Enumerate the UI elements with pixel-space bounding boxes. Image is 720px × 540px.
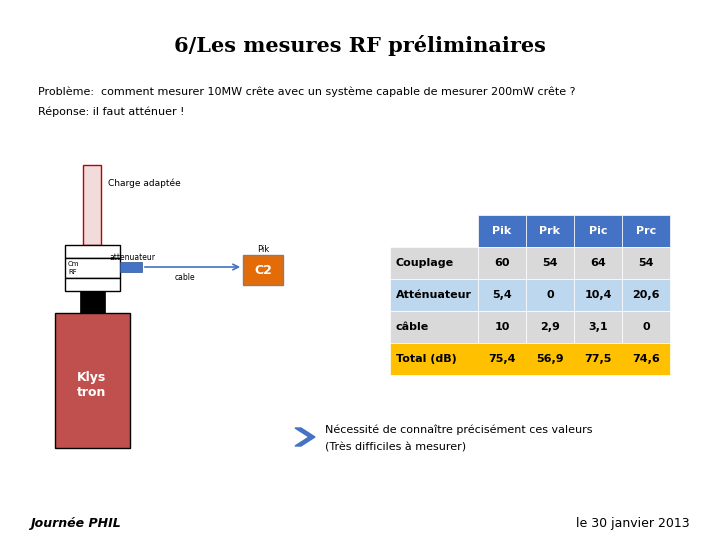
FancyBboxPatch shape xyxy=(243,255,283,285)
FancyBboxPatch shape xyxy=(478,279,526,311)
Text: Klys
tron: Klys tron xyxy=(77,370,107,400)
Text: 74,6: 74,6 xyxy=(632,354,660,364)
Text: Prc: Prc xyxy=(636,226,656,236)
Text: Prk: Prk xyxy=(539,226,560,236)
FancyBboxPatch shape xyxy=(622,215,670,247)
FancyBboxPatch shape xyxy=(55,313,130,448)
FancyBboxPatch shape xyxy=(478,215,526,247)
FancyBboxPatch shape xyxy=(574,215,622,247)
FancyBboxPatch shape xyxy=(80,291,105,313)
Text: Atténuateur: Atténuateur xyxy=(396,290,472,300)
Text: 3,1: 3,1 xyxy=(588,322,608,332)
FancyBboxPatch shape xyxy=(526,279,574,311)
Text: Journée PHIL: Journée PHIL xyxy=(30,517,121,530)
FancyBboxPatch shape xyxy=(83,165,101,245)
Text: Problème:  comment mesurer 10MW crête avec un système capable de mesurer 200mW c: Problème: comment mesurer 10MW crête ave… xyxy=(38,87,575,97)
FancyBboxPatch shape xyxy=(478,311,526,343)
Text: Pic: Pic xyxy=(589,226,607,236)
Text: câble: câble xyxy=(396,322,429,332)
FancyBboxPatch shape xyxy=(526,215,574,247)
FancyBboxPatch shape xyxy=(574,279,622,311)
Polygon shape xyxy=(295,428,315,446)
Text: 54: 54 xyxy=(542,258,558,268)
FancyBboxPatch shape xyxy=(120,262,142,272)
FancyBboxPatch shape xyxy=(65,258,120,278)
FancyBboxPatch shape xyxy=(622,247,670,279)
Text: Charge adaptée: Charge adaptée xyxy=(108,178,181,188)
Text: 6/Les mesures RF préliminaires: 6/Les mesures RF préliminaires xyxy=(174,35,546,56)
FancyBboxPatch shape xyxy=(574,247,622,279)
Text: Réponse: il faut atténuer !: Réponse: il faut atténuer ! xyxy=(38,107,184,117)
Text: Nécessité de connaître précisément ces valeurs: Nécessité de connaître précisément ces v… xyxy=(325,425,593,435)
FancyBboxPatch shape xyxy=(65,245,120,258)
Text: Couplage: Couplage xyxy=(396,258,454,268)
Text: C2: C2 xyxy=(254,264,272,276)
FancyBboxPatch shape xyxy=(622,279,670,311)
Text: Total (dB): Total (dB) xyxy=(396,354,456,364)
Text: 56,9: 56,9 xyxy=(536,354,564,364)
Text: 5,4: 5,4 xyxy=(492,290,512,300)
FancyBboxPatch shape xyxy=(622,311,670,343)
FancyBboxPatch shape xyxy=(390,311,478,343)
Text: Pik: Pik xyxy=(257,246,269,254)
Text: 54: 54 xyxy=(638,258,654,268)
Text: 20,6: 20,6 xyxy=(632,290,660,300)
Text: Cm
RF: Cm RF xyxy=(68,261,79,274)
Text: 10,4: 10,4 xyxy=(584,290,612,300)
FancyBboxPatch shape xyxy=(390,343,670,375)
Text: 2,9: 2,9 xyxy=(540,322,560,332)
Text: 77,5: 77,5 xyxy=(585,354,612,364)
Text: le 30 janvier 2013: le 30 janvier 2013 xyxy=(577,517,690,530)
Text: cable: cable xyxy=(175,273,195,282)
FancyBboxPatch shape xyxy=(65,278,120,291)
Text: 0: 0 xyxy=(642,322,650,332)
Text: (Très difficiles à mesurer): (Très difficiles à mesurer) xyxy=(325,442,466,452)
FancyBboxPatch shape xyxy=(526,247,574,279)
FancyBboxPatch shape xyxy=(574,311,622,343)
Text: 60: 60 xyxy=(494,258,510,268)
Text: 10: 10 xyxy=(495,322,510,332)
Text: 75,4: 75,4 xyxy=(488,354,516,364)
FancyBboxPatch shape xyxy=(526,311,574,343)
Text: 64: 64 xyxy=(590,258,606,268)
FancyBboxPatch shape xyxy=(390,279,478,311)
Text: 0: 0 xyxy=(546,290,554,300)
Text: attenuateur: attenuateur xyxy=(110,253,156,261)
FancyBboxPatch shape xyxy=(390,247,478,279)
Text: Pik: Pik xyxy=(492,226,512,236)
FancyBboxPatch shape xyxy=(478,247,526,279)
